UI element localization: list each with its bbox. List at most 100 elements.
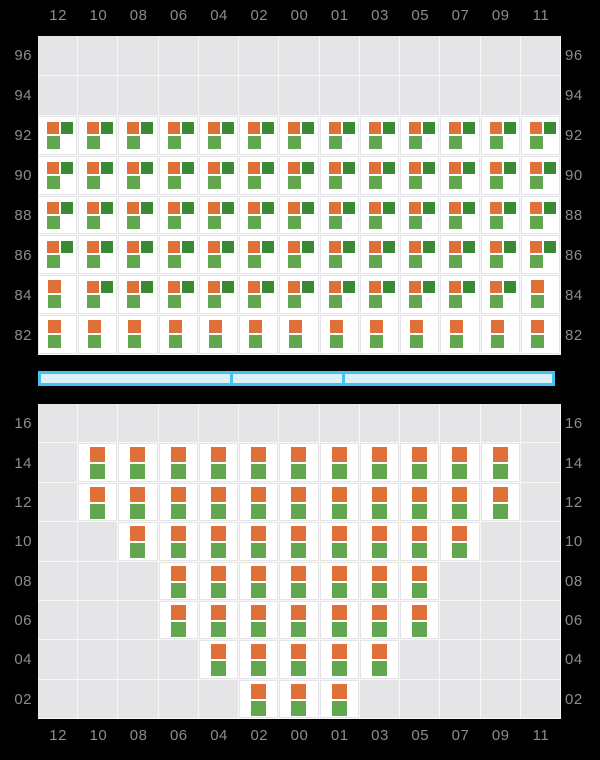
orange-square: [87, 241, 100, 254]
dark-green-square: [262, 161, 275, 174]
data-cell: [240, 523, 278, 560]
data-cell: [240, 641, 278, 678]
orange-square: [371, 644, 387, 660]
orange-square: [492, 486, 508, 502]
light-green-square: [48, 335, 61, 349]
light-green-square: [371, 543, 387, 559]
grid-cell: [38, 443, 79, 483]
y-tick-label: 06: [14, 612, 32, 630]
grid-cell: [198, 679, 240, 719]
light-green-square: [449, 135, 463, 149]
light-green-square: [489, 175, 503, 189]
light-green-square: [48, 295, 61, 309]
orange-square: [48, 280, 61, 294]
grid-cell: [480, 195, 521, 236]
orange-square: [452, 526, 468, 542]
x-tick-label-bottom: 02: [250, 727, 269, 744]
grid-cell: [118, 275, 159, 316]
y-tick-label: 08: [565, 572, 583, 590]
data-cell: [119, 523, 157, 560]
x-tick-label-top: 01: [330, 7, 349, 24]
slider-segment-2[interactable]: [230, 371, 346, 386]
light-green-square: [368, 215, 382, 229]
data-cell: [441, 523, 479, 560]
data-cell: [320, 601, 358, 639]
grid-cell: [158, 75, 199, 116]
grid-cell: [198, 315, 240, 355]
grid-cell: [319, 115, 360, 156]
grid-cell: [480, 600, 521, 641]
orange-square: [452, 447, 468, 463]
y-tick-label: 86: [14, 246, 32, 264]
data-cell: [39, 156, 77, 194]
grid-cell: [118, 235, 159, 276]
dark-green-square: [463, 161, 476, 174]
orange-square: [130, 486, 146, 502]
data-cell: [360, 276, 399, 314]
dark-green-square: [262, 281, 275, 294]
grid-cell: [400, 679, 441, 719]
data-cell: [39, 196, 77, 234]
light-green-square: [167, 255, 181, 269]
dark-green-square: [382, 121, 395, 134]
data-cell: [481, 444, 519, 481]
light-green-square: [450, 335, 464, 349]
light-green-square: [409, 295, 423, 309]
light-green-square: [371, 582, 387, 598]
light-green-square: [167, 135, 181, 149]
data-cell: [320, 641, 358, 678]
slider-segment-3[interactable]: [342, 371, 555, 386]
data-cell: [280, 276, 318, 314]
orange-square: [331, 644, 347, 660]
grid-cell: [239, 315, 280, 355]
light-green-square: [291, 621, 307, 637]
orange-square: [291, 526, 307, 542]
grid-cell: [239, 115, 280, 156]
data-cell: [401, 483, 439, 521]
grid-cell: [400, 115, 441, 156]
grid-cell: [198, 404, 240, 444]
light-green-square: [130, 503, 146, 519]
light-green-square: [288, 295, 302, 309]
grid-cell: [158, 404, 199, 444]
dark-green-square: [101, 121, 114, 134]
grid-cell: [239, 482, 280, 523]
data-cell: [79, 196, 117, 234]
grid-cell: [440, 443, 481, 483]
light-green-square: [412, 503, 428, 519]
orange-square: [490, 320, 504, 334]
data-cell: [79, 276, 117, 314]
data-cell: [199, 444, 238, 481]
light-green-square: [167, 175, 181, 189]
grid-cell: [440, 275, 481, 316]
y-tick-label: 14: [565, 454, 583, 472]
data-cell: [280, 444, 318, 481]
data-cell: [280, 156, 318, 194]
orange-square: [127, 121, 140, 134]
data-cell: [119, 444, 157, 481]
light-green-square: [409, 255, 423, 269]
data-cell: [199, 196, 238, 234]
data-cell: [481, 316, 519, 353]
light-green-square: [88, 335, 102, 349]
light-green-square: [371, 464, 387, 480]
dark-green-square: [221, 201, 234, 214]
light-green-square: [170, 464, 186, 480]
grid-cell: [198, 600, 240, 641]
light-green-square: [249, 335, 263, 349]
data-cell: [280, 483, 318, 521]
grid-cell: [520, 275, 561, 316]
grid-cell: [480, 75, 521, 116]
light-green-square: [492, 503, 508, 519]
data-cell: [199, 276, 238, 314]
dark-green-square: [61, 201, 73, 214]
light-green-square: [210, 582, 226, 598]
data-cell: [320, 156, 358, 194]
dark-green-square: [382, 281, 395, 294]
data-cell: [119, 196, 157, 234]
time-range-slider[interactable]: [38, 371, 561, 386]
slider-segment-1[interactable]: [38, 371, 234, 386]
light-green-square: [127, 175, 141, 189]
grid-cell: [319, 522, 360, 562]
orange-square: [251, 683, 267, 699]
